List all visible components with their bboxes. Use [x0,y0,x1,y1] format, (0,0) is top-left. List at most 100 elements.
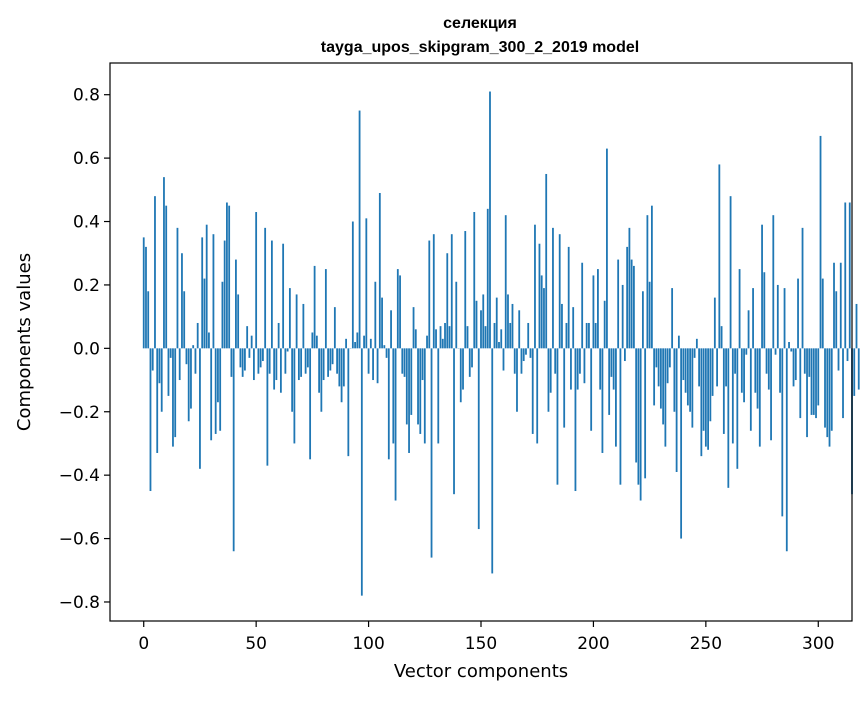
bar-169 [523,348,525,361]
bar-191 [572,307,574,348]
bar-245 [694,348,696,358]
bar-151 [482,294,484,348]
bar-172 [530,348,532,358]
bar-199 [590,348,592,430]
bar-21 [190,348,192,408]
bar-216 [629,228,631,348]
bar-123 [419,348,421,434]
bar-305 [829,348,831,446]
bar-5 [154,196,156,348]
bar-207 [608,348,610,415]
bar-156 [494,323,496,348]
bar-228 [655,348,657,367]
bar-206 [606,149,608,349]
bar-11 [168,348,170,396]
bar-285 [784,288,786,348]
bar-67 [293,348,295,443]
bar-155 [491,348,493,573]
bar-61 [280,348,282,392]
bar-196 [584,348,586,383]
bar-91 [347,348,349,456]
bar-41 [235,260,237,349]
bar-273 [757,348,759,408]
bar-210 [615,348,617,446]
bar-219 [635,348,637,462]
bar-202 [597,269,599,348]
bar-240 [682,348,684,380]
bar-38 [228,206,230,349]
bar-77 [316,336,318,349]
bar-137 [451,234,453,348]
bar-129 [433,234,435,348]
bar-105 [379,193,381,348]
bar-127 [428,241,430,349]
bar-225 [649,282,651,349]
y-tick-label: −0.2 [59,403,100,423]
bar-251 [707,348,709,449]
bar-193 [577,348,579,389]
bar-33 [217,348,219,402]
bar-308 [835,291,837,348]
bar-178 [543,288,545,348]
bar-282 [777,285,779,348]
x-tick-label: 250 [690,634,722,654]
bar-83 [329,348,331,370]
bar-194 [579,348,581,373]
bar-318 [858,348,860,389]
bar-40 [233,348,235,551]
bar-96 [359,111,361,349]
bar-294 [804,348,806,373]
bar-304 [826,348,828,437]
bar-74 [309,348,311,459]
bar-73 [307,348,309,367]
bar-1 [145,247,147,348]
y-tick-label: −0.6 [59,530,100,550]
x-tick-label: 0 [138,634,149,654]
bar-157 [496,298,498,349]
bar-133 [442,339,444,349]
bar-188 [566,323,568,348]
bar-152 [485,326,487,348]
bar-167 [518,310,520,348]
bar-170 [525,348,527,354]
bar-310 [840,263,842,349]
bar-15 [177,228,179,348]
bar-144 [467,326,469,348]
bar-291 [797,279,799,349]
bar-316 [853,348,855,396]
bar-168 [521,348,523,373]
bar-4 [152,348,154,370]
bar-209 [613,348,615,389]
x-axis-label: Vector components [394,661,568,682]
bar-301 [820,136,822,348]
bar-148 [476,301,478,349]
y-tick-label: 0.6 [73,149,100,169]
bar-277 [766,348,768,373]
bar-303 [824,348,826,427]
bar-51 [258,348,260,373]
bar-119 [410,348,412,415]
bar-205 [604,301,606,349]
bar-166 [516,348,518,411]
bar-145 [469,348,471,377]
bar-88 [341,348,343,402]
bar-39 [231,348,233,377]
bar-52 [260,348,262,367]
bar-299 [815,348,817,418]
bar-30 [210,348,212,440]
bar-90 [345,339,347,349]
y-axis-label: Components values [14,253,35,431]
bar-62 [282,244,284,349]
bar-165 [514,348,516,373]
bar-76 [314,266,316,348]
bar-80 [323,348,325,380]
bar-57 [271,241,273,349]
bar-10 [165,206,167,349]
bar-246 [696,339,698,349]
bar-163 [509,323,511,348]
bar-18 [183,291,185,348]
bar-253 [712,348,714,396]
bar-173 [532,348,534,434]
bar-104 [377,348,379,383]
bar-71 [302,304,304,348]
